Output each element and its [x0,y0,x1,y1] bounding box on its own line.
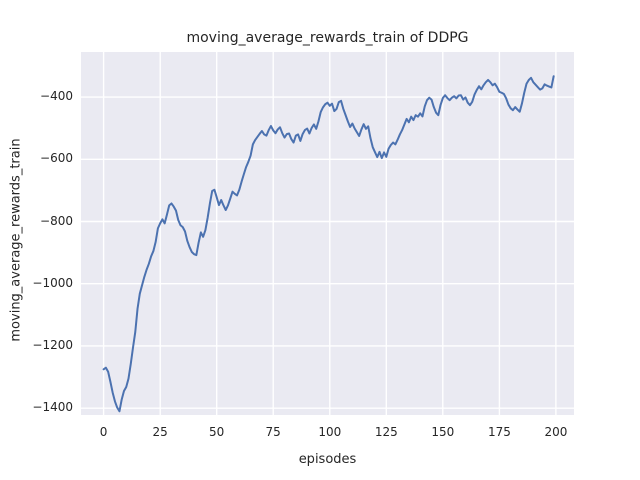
x-axis-label: episodes [298,452,357,467]
chart-title: moving_average_rewards_train of DDPG [186,30,469,46]
plot-area [81,52,574,415]
data-line [102,75,555,413]
y-axis-label: moving_average_rewards_train [8,138,24,342]
